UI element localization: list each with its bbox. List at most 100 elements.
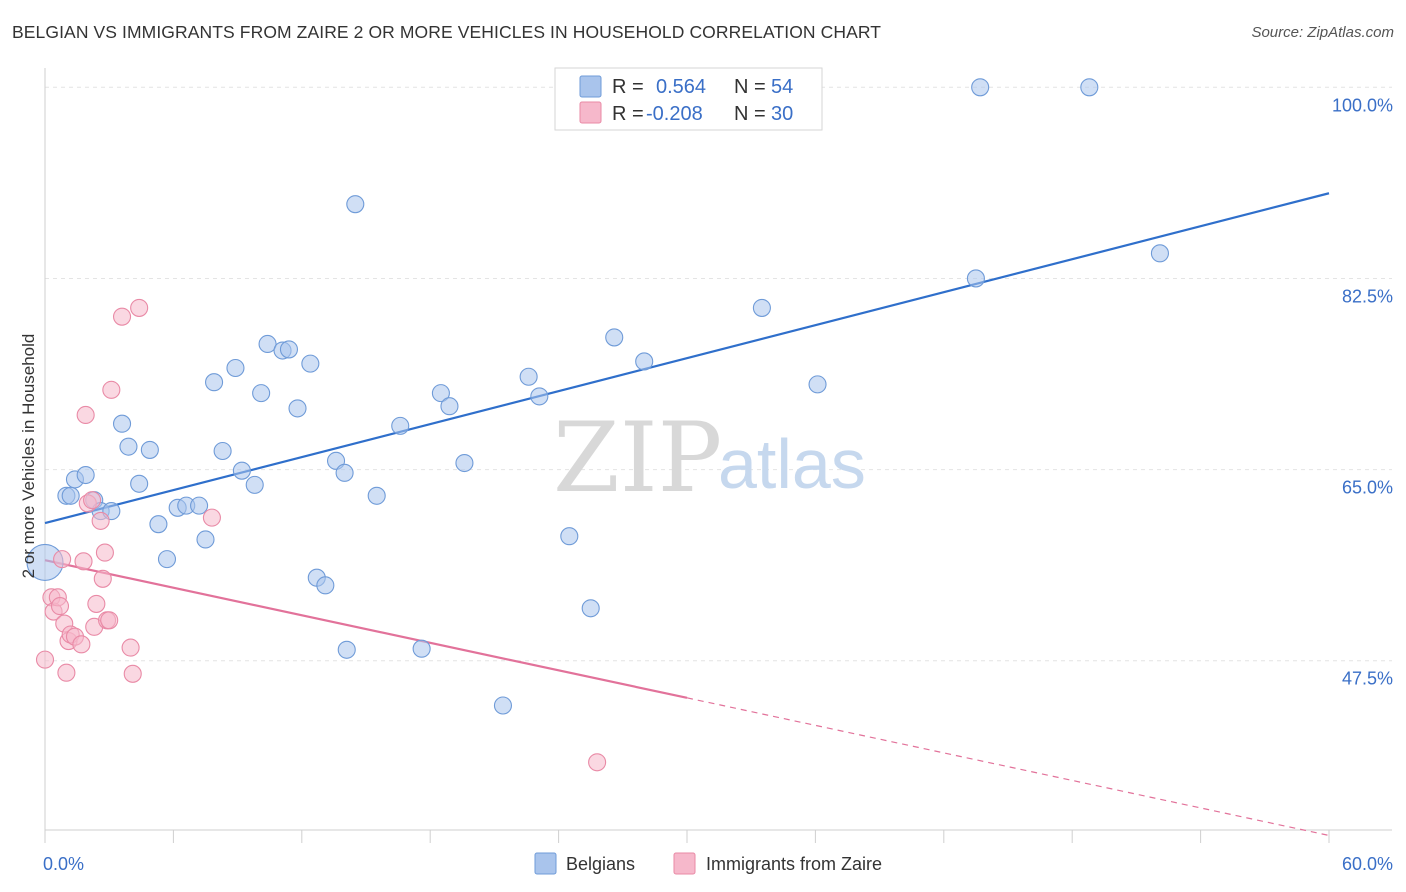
legend-r-value-2: -0.208: [646, 103, 703, 125]
zaire-point-22: [100, 611, 119, 630]
trend-line-1: [44, 559, 688, 699]
legend-r-value-1: 0.564: [656, 76, 706, 98]
y-tick-label-3: 47.5%: [1342, 669, 1393, 689]
zaire-point-20: [95, 543, 114, 562]
belgians-point-48: [752, 298, 771, 317]
watermark-zip: ZIP: [553, 402, 722, 514]
x-tick-label-1: 60.0%: [1342, 854, 1393, 874]
grid-lines: [45, 86, 1392, 662]
belgians-point-38: [431, 384, 450, 403]
belgians-point-16: [190, 496, 209, 515]
zaire-point-11: [72, 635, 91, 654]
legend-bottom-swatch-belgians: [534, 852, 557, 875]
y-tick-label-0: 100.0%: [1332, 95, 1393, 115]
legend-n-label-1: N =: [734, 76, 766, 98]
legend-bottom-label-zaire: Immigrants from Zaire: [706, 854, 882, 874]
belgians-point-47: [635, 352, 654, 371]
x-tick-labels: 0.0% 60.0%: [43, 854, 1393, 874]
zaire-point-28: [202, 508, 221, 527]
zaire-point-26: [112, 307, 132, 326]
zaire-point-7: [57, 663, 76, 682]
x-tick-label-0: 0.0%: [43, 854, 84, 874]
belgians-point-35: [367, 486, 386, 505]
watermark-atlas: atlas: [718, 425, 866, 503]
source-label: Source: ZipAtlas.com: [1251, 24, 1394, 41]
belgians-point-41: [493, 696, 513, 715]
legend-swatch-zaire: [579, 101, 602, 124]
belgians-point-22: [245, 475, 264, 494]
belgians-point-18: [205, 373, 224, 392]
belgians-point-34: [346, 195, 365, 214]
belgians-point-37: [412, 639, 431, 658]
belgians-point-28: [301, 354, 320, 373]
y-axis-label: 2 or more Vehicles in Household: [19, 334, 38, 579]
belgians-point-51: [971, 78, 990, 97]
belgians-point-42: [519, 367, 538, 386]
zaire-point-5: [53, 550, 72, 569]
trend-lines: [44, 192, 1330, 837]
belgians-point-50: [966, 269, 985, 288]
zaire-point-27: [130, 298, 149, 317]
legend-r-label-1: R =: [612, 76, 644, 98]
belgians-point-2: [61, 486, 80, 505]
belgians-point-4: [76, 465, 95, 485]
belgians-point-39: [440, 397, 459, 416]
zaire-point-25: [123, 664, 142, 683]
y-tick-label-1: 82.5%: [1342, 286, 1393, 306]
belgians-point-13: [157, 550, 177, 569]
zaire-point-0: [35, 650, 55, 669]
belgians-point-9: [119, 437, 138, 456]
belgians-point-17: [196, 530, 215, 549]
legend-bottom-label-belgians: Belgians: [566, 854, 635, 874]
belgians-point-20: [226, 358, 245, 378]
belgians-point-40: [455, 453, 474, 473]
legend-bottom-swatch-zaire: [673, 852, 696, 875]
legend-swatch-belgians: [579, 75, 602, 98]
zaire-point-4: [50, 597, 70, 616]
data-points: [26, 78, 1169, 772]
chart-title: BELGIAN VS IMMIGRANTS FROM ZAIRE 2 OR MO…: [12, 22, 882, 42]
zaire-point-19: [93, 569, 112, 588]
zaire-point-15: [83, 491, 102, 510]
belgians-point-30: [316, 576, 335, 595]
legend-n-value-2: 30: [771, 103, 793, 125]
zaire-point-24: [121, 638, 140, 657]
belgians-point-8: [112, 414, 132, 433]
zaire-point-13: [76, 405, 95, 425]
belgians-point-23: [252, 384, 271, 403]
belgians-point-52: [1080, 78, 1099, 97]
belgians-point-26: [279, 340, 299, 359]
axes: [44, 68, 1392, 843]
zaire-point-17: [87, 594, 106, 613]
belgians-point-32: [335, 463, 354, 482]
belgians-point-33: [337, 640, 356, 659]
belgians-point-49: [808, 375, 827, 394]
y-tick-labels: 100.0% 82.5% 65.0% 47.5%: [1332, 95, 1393, 688]
y-tick-label-2: 65.0%: [1342, 478, 1393, 498]
belgians-point-44: [560, 527, 579, 546]
belgians-point-12: [149, 515, 168, 534]
trend-line-0: [44, 192, 1330, 525]
zaire-point-18: [91, 511, 110, 530]
legend-top: R = 0.564 N = 54 R = -0.208 N = 30: [554, 67, 823, 131]
trend-line-extension-1: [686, 697, 1330, 837]
zaire-point-29: [588, 753, 607, 772]
belgians-point-19: [213, 441, 232, 461]
zaire-point-12: [74, 552, 93, 571]
legend-n-value-1: 54: [771, 76, 793, 98]
belgians-point-45: [581, 599, 600, 618]
legend-bottom: Belgians Immigrants from Zaire: [534, 852, 882, 875]
belgians-point-43: [530, 387, 549, 406]
belgians-point-53: [1150, 244, 1169, 263]
legend-r-label-2: R =: [612, 103, 644, 125]
belgians-point-27: [288, 399, 307, 418]
belgians-point-46: [605, 328, 624, 347]
belgians-point-10: [130, 474, 149, 493]
belgians-point-11: [140, 440, 159, 459]
zaire-point-23: [102, 380, 121, 399]
belgians-point-21: [232, 461, 251, 480]
legend-n-label-2: N =: [734, 103, 766, 125]
belgians-point-24: [258, 334, 277, 354]
belgians-point-36: [391, 416, 410, 435]
